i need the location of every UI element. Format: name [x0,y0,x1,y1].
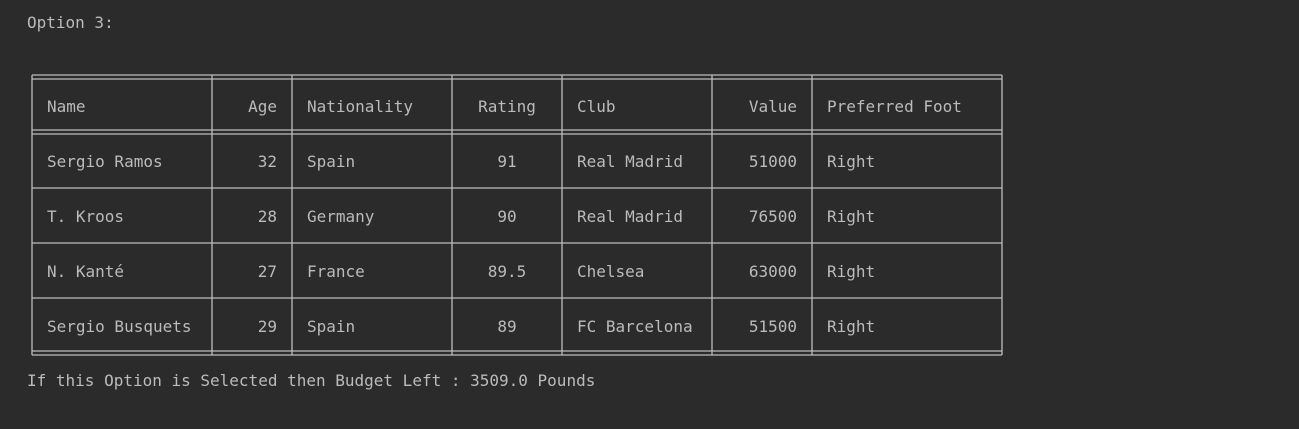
budget-summary: If this Option is Selected then Budget L… [27,371,596,390]
table-cell: Germany [307,207,375,226]
table-cell: Real Madrid [577,207,683,226]
option-heading: Option 3: [27,13,114,32]
column-header: Name [47,97,86,116]
table-cell: Right [827,152,876,171]
table-cell: Sergio Busquets [47,317,192,336]
table-cell: N. Kanté [47,262,125,281]
column-header: Rating [478,97,536,116]
column-header: Nationality [307,97,413,116]
column-header: Club [577,97,616,116]
table-cell: Right [827,317,876,336]
table-cell: 91 [497,152,517,171]
table-cell: 76500 [748,207,797,226]
table-cell: 89.5 [487,262,527,281]
column-header: Value [748,97,797,116]
table-cell: 29 [257,317,277,336]
table-cell: Right [827,262,876,281]
table-cell: 51000 [748,152,797,171]
table-cell: Spain [307,317,356,336]
column-header: Preferred Foot [827,97,962,116]
table-cell: Spain [307,152,356,171]
table-cell: Real Madrid [577,152,683,171]
table-cell: Sergio Ramos [47,152,163,171]
table-cell: 32 [257,152,277,171]
table-cell: FC Barcelona [577,317,693,336]
table-cell: 90 [497,207,517,226]
table-cell: 51500 [748,317,797,336]
table-cell: Right [827,207,876,226]
table-cell: 28 [257,207,277,226]
table-cell: 63000 [748,262,797,281]
table-cell: Chelsea [577,262,645,281]
table-cell: France [307,262,365,281]
table-cell: 27 [257,262,277,281]
column-header: Age [248,97,277,116]
table-cell: T. Kroos [47,207,125,226]
table-cell: 89 [497,317,517,336]
